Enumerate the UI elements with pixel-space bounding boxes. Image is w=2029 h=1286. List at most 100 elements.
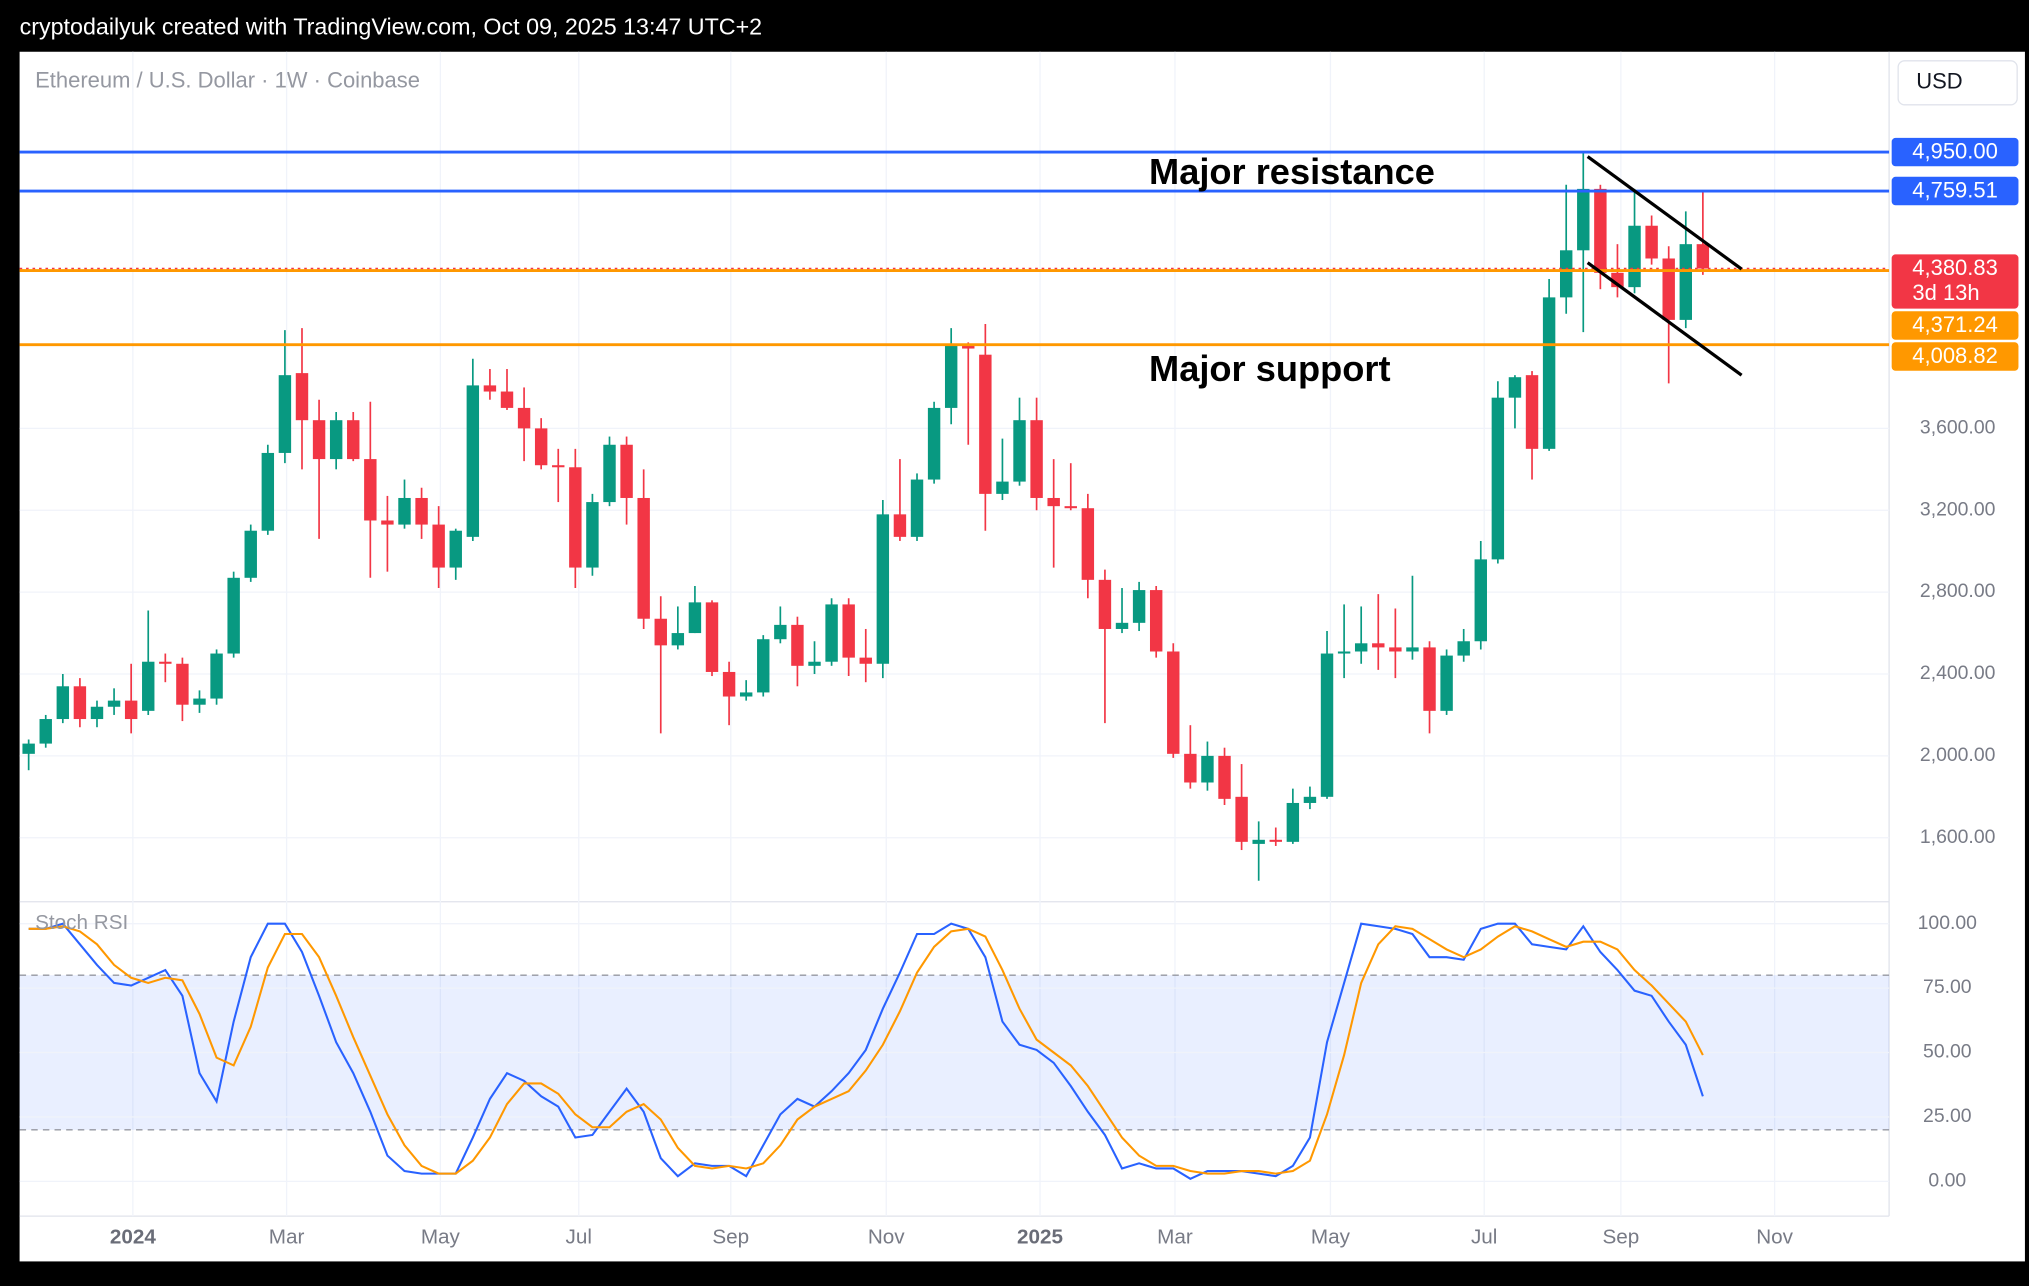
price-badge-label: 4,008.82 [1912, 343, 1998, 368]
pane-title: Stoch RSI [35, 911, 128, 934]
candle-body [1577, 188, 1590, 251]
candle-body [90, 706, 104, 720]
candle-body [1491, 397, 1505, 560]
candle-body [1696, 244, 1710, 269]
price-badge [1891, 311, 2019, 340]
candle-body [1303, 796, 1317, 803]
candle-body [1218, 755, 1231, 799]
price-badge-label: 4,950.00 [1912, 139, 1998, 164]
candle-body [1440, 655, 1453, 711]
candle-body [739, 692, 753, 697]
x-tick-label: May [1311, 1226, 1351, 1249]
candle-body [1559, 250, 1573, 298]
candle-body [1269, 839, 1282, 842]
candle-body [1508, 377, 1522, 398]
candle-body [859, 657, 872, 664]
candle-body [1013, 420, 1026, 482]
candle-body [449, 530, 462, 568]
candle-body [1457, 641, 1470, 656]
candle-body [927, 407, 941, 480]
x-tick-label: Nov [1756, 1226, 1793, 1249]
candle-body [483, 385, 497, 392]
y-tick-label: 2,800.00 [1920, 580, 1996, 602]
price-badge-label: 4,380.83 [1912, 255, 1998, 280]
x-tick-label: Jul [1471, 1226, 1497, 1249]
x-tick-label: May [421, 1226, 461, 1249]
candle-body [295, 373, 309, 421]
candle-body [347, 420, 360, 460]
y-tick-label: 2,000.00 [1920, 744, 1996, 766]
candle-body [73, 686, 87, 720]
x-tick-label: 2024 [110, 1226, 157, 1249]
candle-body [1423, 647, 1436, 711]
y-tick-label: 3,200.00 [1920, 498, 1996, 520]
candle-body [1354, 643, 1368, 652]
candle-body [176, 663, 189, 705]
candle-body [1115, 622, 1129, 629]
candle-body [1320, 653, 1334, 797]
stoch-line [28, 925, 1704, 1175]
candle-body [1064, 506, 1077, 509]
candle-body [1286, 802, 1300, 842]
candle-body [979, 354, 992, 494]
candle-body [1030, 420, 1043, 498]
candle-body [774, 624, 787, 640]
candle-body [757, 639, 770, 693]
y-tick-label: 100.00 [1918, 912, 1978, 934]
candle-body [1132, 590, 1146, 623]
candle-body [1662, 258, 1675, 320]
candle-body [159, 661, 172, 664]
candle-body [996, 481, 1009, 494]
candle-body [1679, 244, 1692, 320]
header: cryptodailyuk created with TradingView.c… [20, 14, 763, 40]
candle-body [432, 524, 445, 568]
candle-body [791, 624, 804, 666]
y-tick-label: 0.00 [1928, 1169, 1966, 1191]
trend-line [1586, 261, 1743, 377]
candle-body [210, 653, 223, 699]
candle-body [722, 671, 736, 697]
candle-body [1167, 651, 1180, 754]
candle-body [654, 618, 667, 646]
candle-body [1047, 497, 1060, 507]
candle-body [415, 497, 428, 525]
candle-body [910, 479, 924, 537]
candle-body [381, 520, 394, 525]
candle-body [500, 391, 514, 408]
x-tick-label: Sep [712, 1226, 749, 1249]
candle-body [1252, 839, 1265, 844]
candle-body [1406, 647, 1419, 652]
candle-body [364, 459, 377, 521]
candle-body [22, 743, 35, 754]
chart-title: Ethereum / U.S. Dollar · 1W · Coinbase [35, 67, 420, 92]
candle-body [1594, 188, 1607, 273]
y-tick-label: 25.00 [1923, 1105, 1972, 1127]
candle-body [517, 407, 531, 429]
candle-body [569, 467, 582, 568]
candle-body [1389, 647, 1402, 652]
candle-body [1372, 643, 1385, 648]
candle-body [39, 719, 52, 744]
price-badge [1891, 137, 2019, 167]
candle-body [1235, 796, 1248, 842]
candle-body [705, 602, 719, 672]
candle-body [620, 444, 633, 498]
candle-body [398, 497, 411, 525]
currency-button[interactable] [1897, 60, 2018, 106]
candle-body [1628, 225, 1641, 288]
candle-body [1098, 579, 1112, 629]
candle-body [56, 686, 70, 720]
candle-body [329, 420, 343, 460]
y-tick-label: 50.00 [1923, 1041, 1972, 1063]
x-tick-label: Sep [1602, 1226, 1639, 1249]
candle-body [107, 700, 121, 707]
x-tick-label: Mar [1157, 1226, 1193, 1249]
stoch-line [28, 922, 1704, 1180]
x-tick-label: Mar [269, 1226, 305, 1249]
price-badge [1891, 342, 2019, 371]
candle-body [808, 661, 821, 666]
y-tick-label: 2,400.00 [1920, 662, 1996, 684]
annotation: Major support [1149, 348, 1390, 389]
candle-body [893, 514, 907, 537]
